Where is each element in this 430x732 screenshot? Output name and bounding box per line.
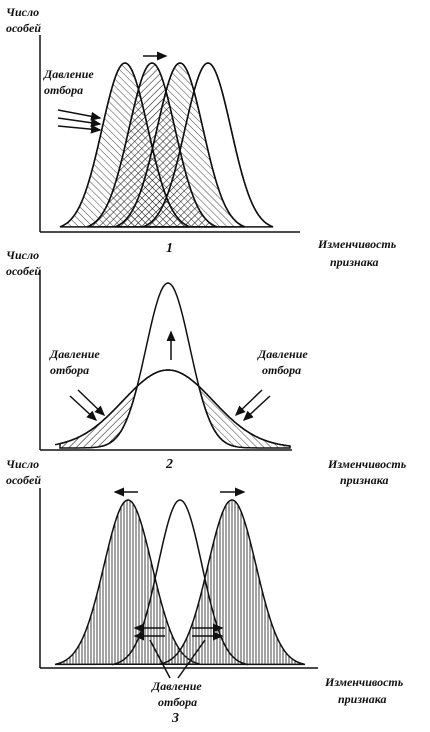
curve [59, 62, 191, 228]
pressure-label: Давление [151, 679, 202, 693]
curve [99, 282, 237, 448]
pointer [177, 639, 206, 679]
pressure-label: отбора [44, 83, 83, 97]
arrow [57, 117, 102, 128]
pressure-label: отбора [262, 363, 301, 377]
panel-number: 2 [165, 457, 173, 472]
x-label: признака [330, 255, 378, 269]
curve [54, 499, 201, 666]
tail [168, 369, 291, 449]
arrow [234, 389, 263, 417]
panel-number: 3 [171, 711, 179, 726]
y-label: особей [6, 21, 41, 35]
y-label: особей [6, 264, 41, 278]
arrow [57, 124, 102, 134]
x-label: Изменчивость [327, 457, 407, 471]
panel-number: 1 [166, 241, 173, 256]
pressure-label: Давление [49, 347, 100, 361]
pointer [149, 639, 171, 679]
curve [86, 62, 218, 228]
shapes [39, 35, 318, 679]
arrow [77, 389, 106, 417]
x-label: Изменчивость [317, 237, 397, 251]
y-label: Число [6, 5, 39, 19]
curve [54, 369, 291, 447]
curve [142, 62, 274, 228]
curve [111, 499, 249, 666]
pressure-label: отбора [50, 363, 89, 377]
pressure-label: Давление [43, 67, 94, 81]
arrow [69, 395, 98, 422]
x-label: признака [340, 473, 388, 487]
curve [159, 499, 306, 666]
pressure-label: Давление [257, 347, 308, 361]
curve [114, 62, 246, 228]
x-label: Изменчивость [324, 675, 404, 689]
x-label: признака [338, 692, 386, 706]
arrow [242, 395, 271, 422]
y-label: Число [6, 248, 39, 262]
y-label: Число [6, 457, 39, 471]
pressure-label: отбора [158, 695, 197, 709]
y-label: особей [6, 473, 41, 487]
arrow [57, 109, 102, 121]
